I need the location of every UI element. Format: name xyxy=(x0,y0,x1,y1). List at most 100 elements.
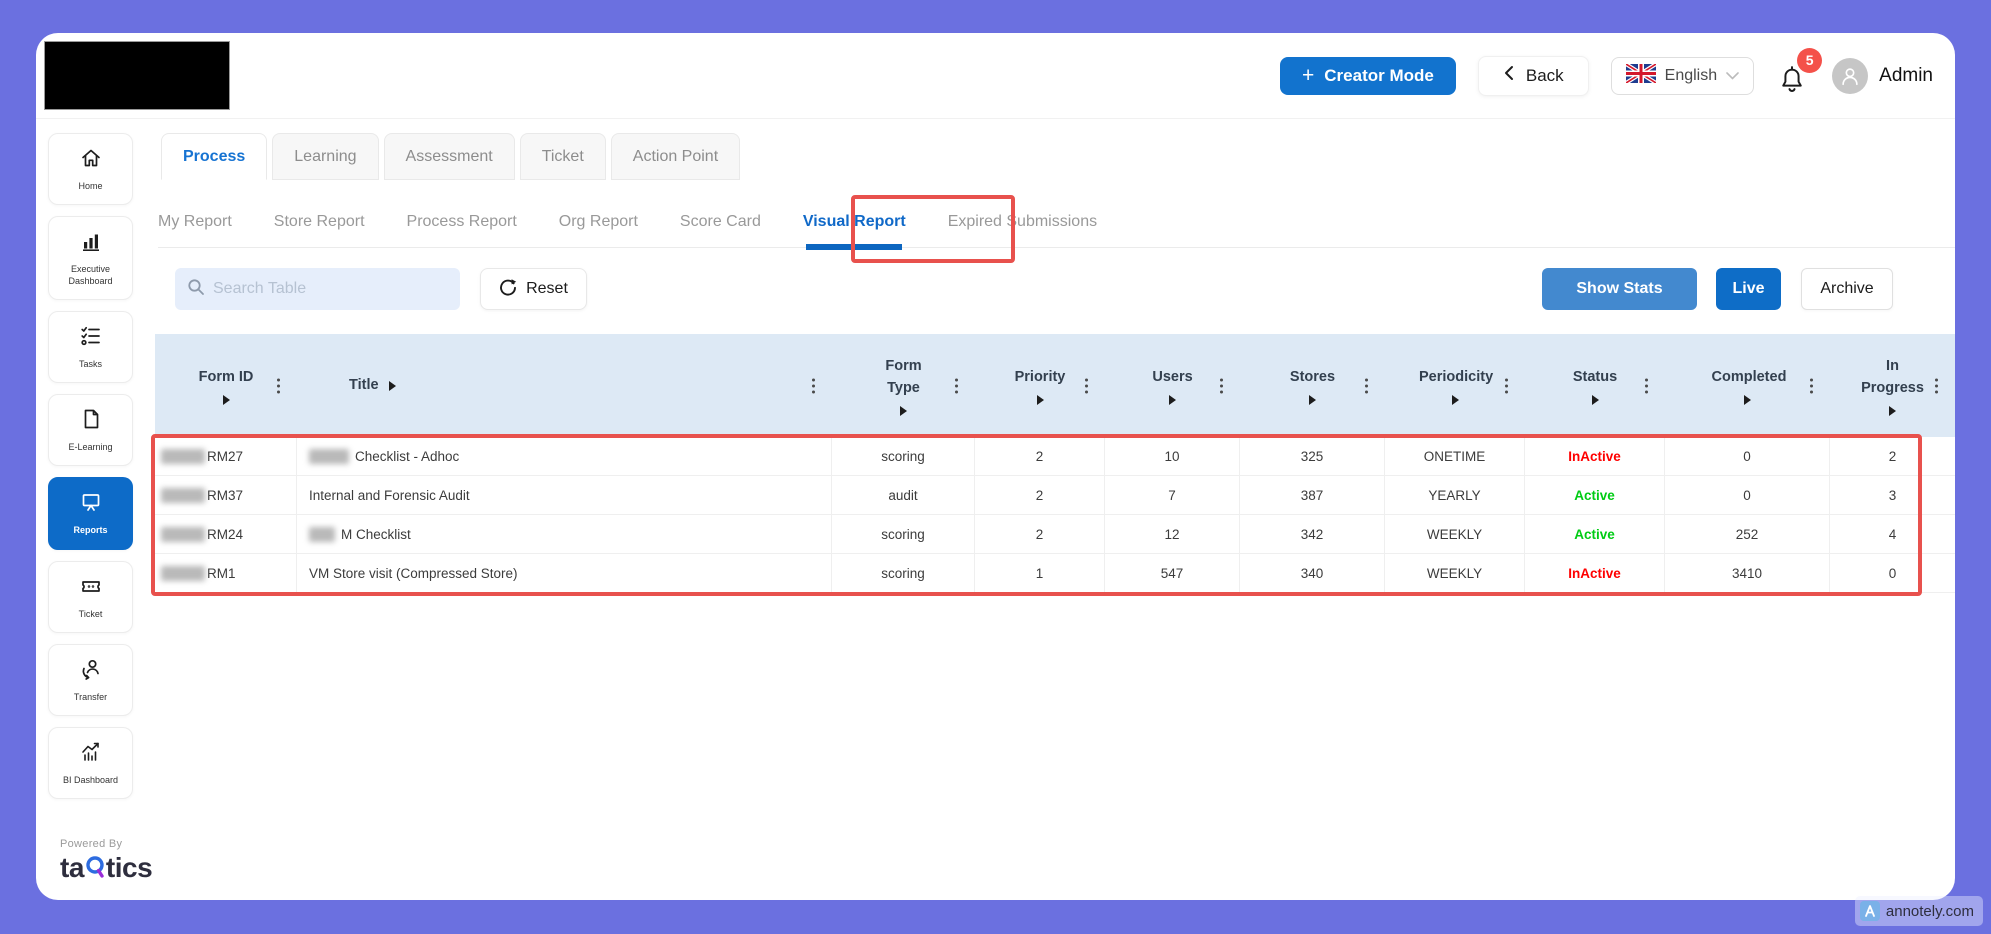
sidebar-item-label: Reports xyxy=(73,525,108,536)
table-row[interactable]: RM37 Internal and Forensic Audit audit 2… xyxy=(155,476,1955,515)
column-menu-icon[interactable] xyxy=(1932,375,1941,396)
column-header-priority[interactable]: Priority xyxy=(975,334,1105,437)
language-selector[interactable]: English xyxy=(1610,56,1755,95)
tab-action-point[interactable]: Action Point xyxy=(610,133,741,180)
reports-table: Form ID Title Form Type xyxy=(155,334,1955,593)
sort-arrow-icon[interactable] xyxy=(1591,395,1599,406)
creator-mode-button[interactable]: + Creator Mode xyxy=(1280,56,1456,95)
sort-arrow-icon[interactable] xyxy=(1309,395,1316,406)
column-header-title[interactable]: Title xyxy=(297,334,832,437)
subtab-my-report[interactable]: My Report xyxy=(158,213,232,230)
sort-arrow-icon[interactable] xyxy=(388,380,396,391)
table-row[interactable]: RM27 Checklist - Adhoc scoring 2 10 325 … xyxy=(155,437,1955,476)
plus-icon: + xyxy=(1302,64,1315,87)
subtab-score-card[interactable]: Score Card xyxy=(679,213,761,230)
redacted-text xyxy=(309,526,335,542)
column-menu-icon[interactable] xyxy=(952,375,961,396)
column-label: In Progress xyxy=(1861,357,1924,396)
status-badge: InActive xyxy=(1525,437,1665,476)
subtab-org-report[interactable]: Org Report xyxy=(558,213,638,230)
column-header-users[interactable]: Users xyxy=(1105,334,1240,437)
topbar-divider xyxy=(36,118,1955,119)
sidebar-item-elearning[interactable]: E-Learning xyxy=(48,394,133,467)
column-menu-icon[interactable] xyxy=(1502,375,1511,396)
topbar: + Creator Mode Back xyxy=(36,33,1955,118)
show-stats-button[interactable]: Show Stats xyxy=(1542,268,1697,310)
sidebar-item-ticket[interactable]: Ticket xyxy=(48,560,133,633)
sidebar-item-reports[interactable]: Reports xyxy=(48,477,133,550)
search-icon xyxy=(187,278,205,301)
topbar-actions: + Creator Mode Back xyxy=(1280,33,1933,118)
sidebar-item-label: E-Learning xyxy=(68,442,113,452)
powered-by-label: Powered By xyxy=(60,838,123,850)
column-menu-icon[interactable] xyxy=(1082,375,1091,396)
column-menu-icon[interactable] xyxy=(1217,375,1226,396)
table-row[interactable]: RM1 VM Store visit (Compressed Store) sc… xyxy=(155,554,1955,593)
table-header: Form ID Title Form Type xyxy=(155,334,1955,437)
notifications-button[interactable]: 5 xyxy=(1776,47,1823,98)
back-button[interactable]: Back xyxy=(1477,55,1589,96)
subtab-process-report[interactable]: Process Report xyxy=(406,213,517,230)
column-menu-icon[interactable] xyxy=(1807,375,1816,396)
presentation-icon xyxy=(79,490,103,519)
tab-learning[interactable]: Learning xyxy=(272,133,379,180)
sort-arrow-icon[interactable] xyxy=(1889,406,1896,417)
sidebar-item-transfer[interactable]: Transfer xyxy=(48,643,133,716)
reset-button[interactable]: Reset xyxy=(480,268,587,310)
tab-ticket[interactable]: Ticket xyxy=(519,133,606,180)
sort-arrow-icon[interactable] xyxy=(1036,395,1044,406)
sidebar-item-bi-dashboard[interactable]: BI Dashboard xyxy=(48,727,133,800)
app-window: + Creator Mode Back xyxy=(36,33,1955,900)
creator-mode-label: Creator Mode xyxy=(1324,65,1434,85)
subtab-expired-submissions[interactable]: Expired Submissions xyxy=(947,213,1098,230)
subtab-visual-report[interactable]: Visual Report xyxy=(803,197,906,247)
column-header-in-progress[interactable]: In Progress xyxy=(1830,334,1955,437)
sort-arrow-icon[interactable] xyxy=(1744,395,1751,406)
sort-arrow-icon[interactable] xyxy=(222,395,230,406)
column-header-completed[interactable]: Completed xyxy=(1665,334,1830,437)
archive-button[interactable]: Archive xyxy=(1801,268,1893,310)
sidebar-item-home[interactable]: Home xyxy=(48,133,133,206)
column-label: Status xyxy=(1572,368,1618,385)
user-menu[interactable]: Admin xyxy=(1832,57,1933,94)
tab-assessment[interactable]: Assessment xyxy=(383,133,515,180)
sidebar-item-tasks[interactable]: Tasks xyxy=(48,310,133,383)
column-label: Completed xyxy=(1711,368,1787,385)
checklist-icon xyxy=(79,324,103,353)
sidebar-item-label: BI Dashboard xyxy=(62,775,119,785)
notification-badge: 5 xyxy=(1797,47,1823,73)
watermark: annotely.com xyxy=(1854,896,1983,926)
sidebar-item-executive-dashboard[interactable]: Executive Dashboard xyxy=(48,216,133,300)
search-box xyxy=(175,268,460,310)
sort-arrow-icon[interactable] xyxy=(1169,395,1176,406)
powered-by-brand: Powered By ta tics xyxy=(60,838,153,884)
column-header-periodicity[interactable]: Periodicity xyxy=(1385,334,1525,437)
column-menu-icon[interactable] xyxy=(1642,375,1651,396)
magnifier-q-icon xyxy=(85,855,105,884)
brand-text-prefix: ta xyxy=(60,851,84,883)
redacted-text xyxy=(161,565,205,581)
tab-process[interactable]: Process xyxy=(161,133,268,180)
column-menu-icon[interactable] xyxy=(809,375,818,396)
status-badge: Active xyxy=(1525,476,1665,515)
column-label: Periodicity xyxy=(1419,368,1494,385)
column-header-form-id[interactable]: Form ID xyxy=(155,334,297,437)
table-row[interactable]: RM24 M Checklist scoring 2 12 342 WEEKLY… xyxy=(155,515,1955,554)
annotely-icon xyxy=(1859,901,1880,921)
column-menu-icon[interactable] xyxy=(274,375,283,396)
subtab-store-report[interactable]: Store Report xyxy=(273,213,365,230)
trend-chart-icon xyxy=(79,740,103,769)
live-button[interactable]: Live xyxy=(1716,268,1781,310)
sort-arrow-icon[interactable] xyxy=(1451,395,1459,406)
column-menu-icon[interactable] xyxy=(1362,375,1371,396)
refresh-icon xyxy=(499,278,517,301)
column-header-status[interactable]: Status xyxy=(1525,334,1665,437)
column-header-form-type[interactable]: Form Type xyxy=(832,334,975,437)
sort-arrow-icon[interactable] xyxy=(900,406,907,417)
search-input[interactable] xyxy=(213,280,448,298)
column-header-stores[interactable]: Stores xyxy=(1240,334,1385,437)
table-body: RM27 Checklist - Adhoc scoring 2 10 325 … xyxy=(155,437,1955,593)
status-badge: Active xyxy=(1525,515,1665,554)
column-label: Form ID xyxy=(198,368,254,385)
